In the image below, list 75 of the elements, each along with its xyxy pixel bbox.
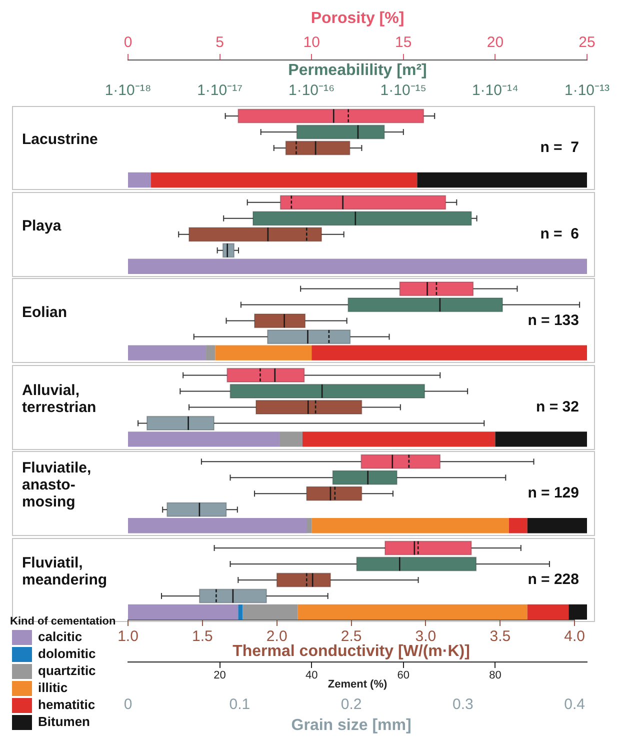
bar [298, 604, 528, 620]
x-tick-label: 1.0 [118, 628, 138, 646]
x2-tick-label: 1·10⁻¹⁵ [380, 82, 427, 100]
bar [206, 345, 216, 360]
x-axis-title: Zement (%) [328, 678, 388, 690]
bar [150, 172, 418, 188]
x-axis-title: Porosity [%] [310, 10, 404, 28]
legend-title: Kind of cementation [10, 616, 116, 628]
x2-tick-label: 0.1 [229, 696, 250, 714]
x-tick-label: 3.0 [415, 628, 436, 646]
bar [128, 518, 308, 534]
x-axis-title: Thermal conductivity [W/(m·K)] [232, 642, 470, 660]
x2-tick-label: 0.2 [340, 696, 362, 714]
annotation: n = 228 [528, 571, 579, 588]
x-tick-label: 20 [214, 670, 226, 682]
bar [527, 518, 587, 534]
annotation: n = 7 [540, 139, 579, 156]
x-tick-label: 20 [486, 34, 504, 52]
x-tick-label: 15 [395, 34, 412, 52]
y-tick-label: Lacustrine [22, 131, 98, 148]
y-tick-label: Alluvial, terrestrian [22, 382, 96, 416]
bar [312, 518, 509, 534]
bar [495, 432, 587, 447]
bar [128, 345, 206, 360]
annotation: n = 133 [528, 312, 579, 329]
x2-tick-label: 0.3 [452, 696, 474, 714]
x2-tick-label: 1·10⁻¹⁶ [288, 82, 335, 100]
bar [527, 604, 569, 620]
x-tick-label: 60 [397, 670, 410, 682]
bar [128, 604, 238, 620]
annotation: n = 129 [528, 484, 579, 502]
x2-axis-title: Permeabilility [m²] [288, 62, 427, 80]
annotation: n = 6 [540, 226, 579, 243]
x2-tick-label: 1·10⁻¹⁷ [197, 82, 243, 100]
bar [242, 604, 298, 620]
legend-label: illitic [38, 680, 68, 696]
annotation: n = 32 [536, 398, 579, 416]
bar [128, 258, 587, 274]
bar [215, 345, 312, 360]
bar [508, 518, 528, 534]
bar [307, 518, 312, 534]
y-tick-label: Eolian [22, 304, 68, 321]
x-tick-label: 4.0 [564, 628, 586, 646]
bar [312, 345, 587, 360]
y-tick-label: Playa [22, 218, 62, 235]
x-tick-label: 2.5 [340, 628, 362, 646]
legend-label: quartzitic [38, 663, 96, 678]
legend-label: calcitic [38, 629, 82, 644]
x2-tick-label: 1·10⁻¹⁴ [472, 82, 518, 100]
x-tick-label: 1.5 [192, 628, 213, 646]
x2-tick-label: 0 [124, 696, 132, 714]
x-tick-label: 25 [578, 34, 596, 52]
x-tick-label: 5 [216, 34, 224, 52]
x-tick-label: 2.0 [266, 628, 288, 646]
legend-label: Bitumen [38, 714, 90, 730]
x2-tick-label: 1·10⁻¹⁸ [104, 82, 152, 100]
y-tick-label: Fluviatile, anasto-mosing [22, 460, 92, 511]
bar [302, 432, 496, 447]
legend-label: hematitic [38, 697, 96, 712]
x2-axis-title: Grain size [mm] [291, 716, 412, 734]
bar [238, 604, 243, 620]
x-tick-label: 3.5 [490, 628, 511, 646]
bar [128, 432, 280, 447]
x2-tick-label: 1·10⁻¹³ [564, 82, 610, 100]
bar [568, 604, 587, 620]
x-tick-label: 80 [489, 670, 502, 682]
y-tick-label: Fluviatil, meandering [22, 554, 108, 589]
x-tick-label: 0 [124, 34, 132, 52]
legend-label: dolomitic [38, 646, 96, 662]
x-tick-label: 10 [303, 34, 320, 52]
bar [279, 432, 302, 447]
x2-tick-label: 0.4 [564, 696, 586, 714]
bar [128, 172, 151, 188]
bar [417, 172, 587, 188]
x-tick-label: 40 [305, 670, 318, 682]
